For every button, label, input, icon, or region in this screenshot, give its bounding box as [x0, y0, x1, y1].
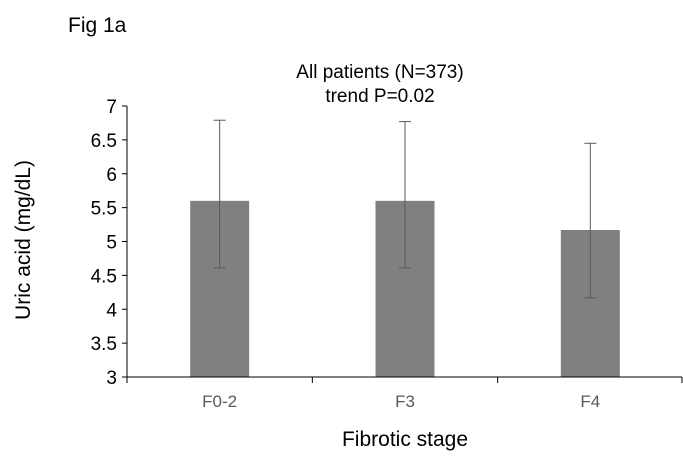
y-tick-label: 5 [106, 233, 117, 254]
error-bars [213, 119, 597, 299]
y-tick-label: 3 [106, 368, 117, 389]
chart-title-line-1: All patients (N=373) [296, 62, 463, 83]
y-tick-label: 4 [106, 300, 117, 321]
x-tick-label: F4 [580, 392, 600, 411]
y-axis: 3 3.5 4 4.5 5 5.5 6 6.5 7 [91, 97, 128, 389]
y-tick-label: 3.5 [91, 334, 117, 355]
y-tick-label: 6 [106, 165, 117, 186]
x-tick-label: F0-2 [202, 392, 237, 411]
chart-title: All patients (N=373) trend P=0.02 [296, 62, 463, 107]
x-axis: F0-2 F3 F4 [126, 376, 683, 411]
y-tick-label: 4.5 [91, 266, 117, 287]
y-axis-label: Uric acid (mg/dL) [12, 160, 35, 320]
bar-series [190, 200, 620, 377]
y-tick-label: 7 [106, 97, 117, 118]
x-axis-label: Fibrotic stage [342, 428, 468, 451]
figure-label: Fig 1a [68, 14, 127, 37]
y-tick-label: 5.5 [91, 199, 117, 220]
chart-title-line-2: trend P=0.02 [325, 86, 434, 107]
y-tick-label: 6.5 [91, 131, 117, 152]
x-tick-label: F3 [395, 392, 415, 411]
